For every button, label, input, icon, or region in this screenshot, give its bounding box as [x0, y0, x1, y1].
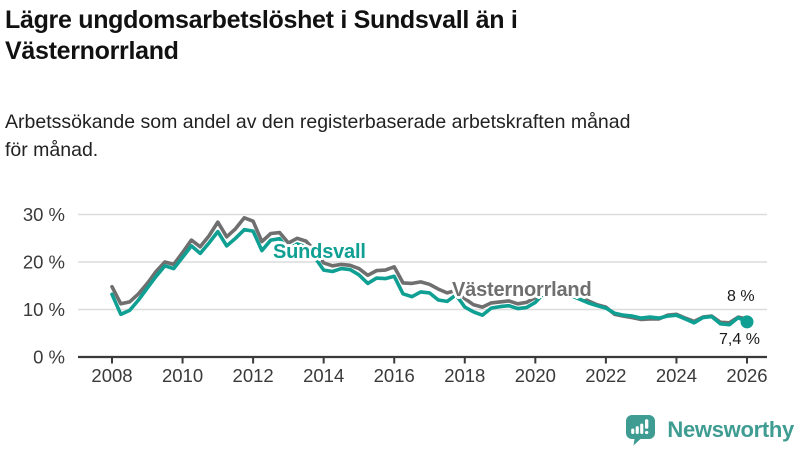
series-line-västernorrland: [110, 216, 749, 325]
y-tick-label: 10 %: [23, 299, 65, 320]
x-tick-label: 2010: [162, 365, 203, 386]
x-tick-label: 2022: [585, 365, 626, 386]
series-label-vasternorrland: Västernorrland: [452, 279, 592, 301]
x-tick-label: 2014: [303, 365, 344, 386]
x-tick-label: 2012: [233, 365, 274, 386]
y-tick-label: 30 %: [23, 204, 65, 225]
title-line-1: Lägre ungdomsarbetslöshet i Sundsvall än…: [5, 6, 518, 34]
series-line-sundsvall: [110, 227, 749, 327]
brand-name: Newsworthy: [667, 417, 794, 442]
series-end-dot: [740, 315, 754, 329]
x-tick-label: 2024: [656, 365, 697, 386]
x-tick-label: 2018: [444, 365, 485, 386]
subtitle-line-1: Arbetssökande som andel av den registerb…: [5, 111, 631, 133]
chart-subtitle: Arbetssökande som andel av den registerb…: [5, 108, 793, 164]
y-tick-label: 0 %: [33, 347, 65, 368]
x-tick-label: 2026: [726, 365, 767, 386]
bar-chart-pin-icon: [626, 415, 656, 446]
x-tick-label: 2008: [91, 365, 132, 386]
title-line-2: Västernorrland: [5, 37, 179, 65]
end-value-vasternorrland: 8 %: [727, 288, 755, 305]
end-value-sundsvall: 7,4 %: [719, 331, 760, 348]
newsworthy-logo: Newsworthy: [625, 414, 794, 446]
page-title: Lägre ungdomsarbetslöshet i Sundsvall än…: [5, 5, 785, 67]
x-tick-label: 2016: [374, 365, 415, 386]
x-tick-label: 2020: [515, 365, 556, 386]
subtitle-line-2: för månad.: [5, 139, 99, 161]
y-tick-label: 20 %: [23, 252, 65, 273]
series-label-sundsvall: Sundsvall: [273, 241, 366, 263]
